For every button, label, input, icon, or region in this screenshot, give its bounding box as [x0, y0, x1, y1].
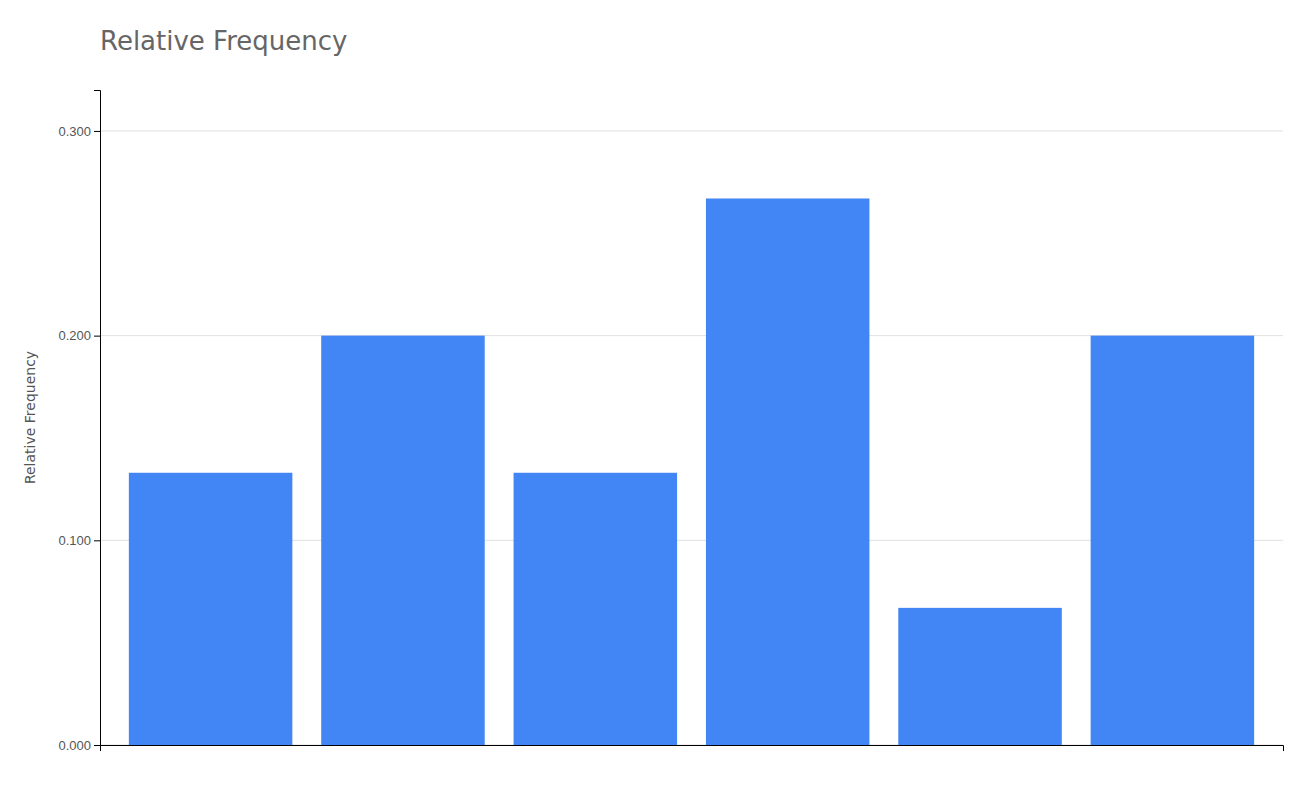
grid-line	[100, 130, 1283, 131]
grid	[100, 131, 1283, 745]
y-tick: 0.000	[58, 738, 100, 753]
bar	[1091, 336, 1255, 745]
y-tick-mark	[94, 540, 100, 541]
bar	[321, 336, 485, 745]
y-tick-label: 0.200	[58, 328, 91, 343]
bar	[898, 608, 1062, 745]
bars	[129, 198, 1254, 745]
plot: 0.000 0.100 0.200 0.300	[58, 91, 1283, 753]
chart: 0.000 0.100 0.200 0.300 Relative Frequency Re…	[0, 0, 1313, 785]
y-tick-mark	[94, 745, 100, 746]
y-tick-label: 0.100	[58, 533, 91, 548]
x-axis	[101, 746, 1284, 752]
y-tick-mark	[94, 336, 100, 337]
bar	[706, 198, 870, 745]
y-tick-label: 0.300	[58, 124, 91, 139]
title: Relative Frequency	[100, 26, 347, 56]
y-tick: 0.200	[58, 328, 100, 343]
y-tick: 0.300	[58, 124, 100, 139]
y-tick-label: 0.000	[58, 738, 91, 753]
y-tick: 0.100	[58, 533, 100, 548]
y-axis: 0.000 0.100 0.200 0.300	[58, 91, 100, 753]
y-tick-mark	[94, 131, 100, 132]
bar	[514, 473, 678, 745]
x-axis-line	[101, 746, 1284, 752]
y-axis-line	[94, 91, 101, 746]
bar	[129, 473, 293, 745]
y-axis-title: Relative Frequency	[22, 351, 38, 484]
